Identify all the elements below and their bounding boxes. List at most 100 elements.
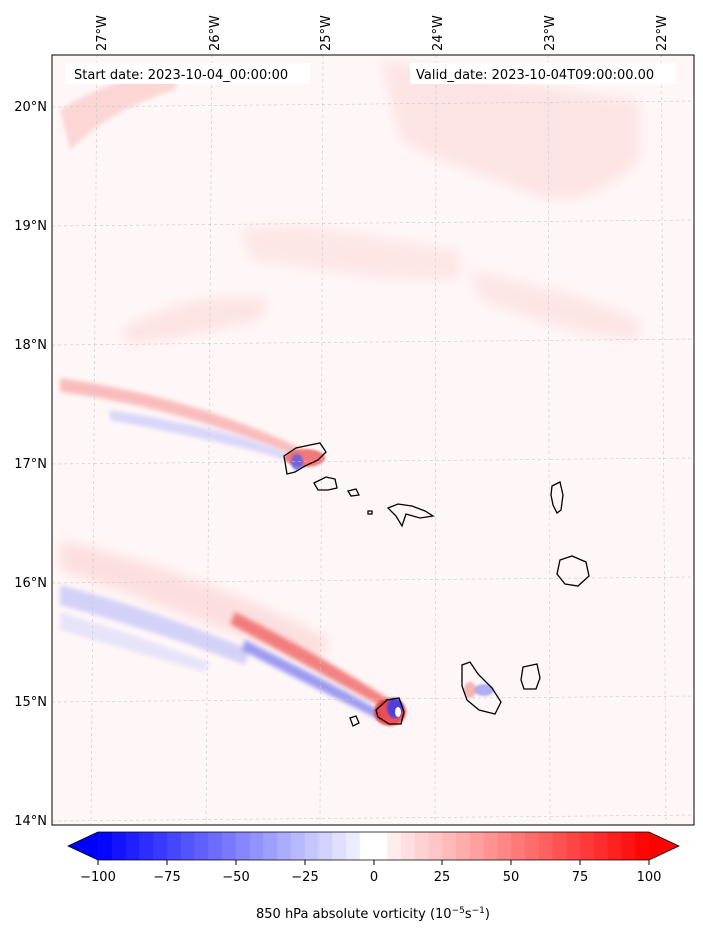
lon-tick-label: 24°W: [431, 15, 446, 51]
colorbar-segment: [401, 832, 416, 860]
colorbar-label: 850 hPa absolute vorticity (10−5s−1): [256, 906, 490, 922]
colorbar-label-main: 850 hPa absolute vorticity (10: [256, 907, 452, 922]
vorticity-core-negative: [474, 684, 494, 696]
colorbar-segments: [98, 832, 650, 860]
colorbar-segment: [332, 832, 347, 860]
island-brava: [349, 715, 360, 727]
gridline-lat: [52, 695, 694, 703]
colorbar-label-end: ): [485, 907, 490, 922]
colorbar-segment: [621, 832, 636, 860]
colorbar-segment: [552, 832, 567, 860]
colorbar-segment: [290, 832, 306, 860]
colorbar: −100 −75 −50 −25 0 25 50 75 100 850 hPa …: [67, 831, 680, 922]
vorticity-band-negative: [60, 585, 250, 665]
colorbar-segment: [525, 832, 540, 860]
colorbar-tick-label: 0: [370, 870, 378, 885]
colorbar-segment: [98, 832, 113, 860]
colorbar-segment: [345, 832, 361, 860]
lat-tick-label: 15°N: [14, 695, 47, 710]
colorbar-ticks: −100 −75 −50 −25 0 25 50 75 100: [80, 860, 661, 885]
vorticity-band-negative: [60, 612, 210, 672]
colorbar-segment: [208, 832, 223, 860]
island-santiago: [461, 661, 502, 715]
island-santa-luzia: [346, 488, 360, 497]
lat-tick-label: 18°N: [14, 338, 47, 353]
colorbar-segment: [593, 832, 609, 860]
colorbar-tick-label: −25: [291, 870, 318, 885]
lat-tick-label: 20°N: [14, 100, 47, 115]
colorbar-segment: [497, 832, 512, 860]
vorticity-band-negative: [110, 410, 290, 460]
gridline-lon: [434, 55, 437, 825]
colorbar-segment: [180, 832, 196, 860]
colorbar-segment: [221, 832, 237, 860]
colorbar-segment: [414, 832, 430, 860]
vorticity-patch: [120, 296, 270, 345]
colorbar-segment: [483, 832, 499, 860]
lon-tick-label: 26°W: [208, 15, 223, 51]
gridline-lon: [660, 55, 667, 825]
colorbar-segment: [442, 832, 457, 860]
lat-tick-label: 19°N: [14, 219, 47, 234]
longitude-ticks: 27°W 26°W 25°W 24°W 23°W 22°W: [95, 15, 670, 51]
vorticity-core-negative: [291, 454, 303, 470]
island-santo-antao: [283, 442, 327, 475]
valid-date-label: Valid_date: 2023-10-04T09:00:00.00: [416, 68, 654, 83]
colorbar-tick-label: 25: [434, 870, 451, 885]
island-sal: [550, 481, 564, 514]
gridlines: [52, 55, 694, 825]
island-boa-vista: [556, 555, 590, 587]
colorbar-segment: [166, 832, 182, 860]
colorbar-segment: [469, 832, 485, 860]
colorbar-segment: [304, 832, 320, 860]
map-panel: Start date: 2023-10-04_00:00:00 Valid_da…: [14, 15, 695, 829]
vorticity-patch: [470, 270, 640, 340]
vorticity-patch: [240, 225, 460, 281]
island-sao-vicente: [313, 476, 338, 491]
colorbar-segment: [511, 832, 526, 860]
colorbar-label-exp1: −5: [452, 906, 465, 916]
gridline-lat: [52, 457, 694, 465]
lat-tick-label: 17°N: [14, 457, 47, 472]
gridline-lat: [52, 814, 694, 822]
colorbar-segment: [538, 832, 554, 860]
colorbar-extend-max: [649, 832, 679, 860]
colorbar-tick-label: 50: [503, 870, 520, 885]
colorbar-tick-label: 100: [637, 870, 662, 885]
vorticity-band-positive: [230, 612, 390, 708]
colorbar-tick-label: −50: [222, 870, 249, 885]
lon-tick-label: 22°W: [655, 15, 670, 51]
lat-tick-label: 16°N: [14, 576, 47, 591]
map-frame: [51, 54, 695, 826]
lon-tick-label: 25°W: [319, 15, 334, 51]
island-raso: [367, 510, 373, 515]
colorbar-segment: [153, 832, 168, 860]
colorbar-label-mid: s: [465, 907, 472, 922]
island-sao-nicolau: [386, 503, 435, 528]
lat-tick-label: 14°N: [14, 814, 47, 829]
colorbar-segment: [359, 832, 375, 860]
colorbar-label-exp2: −1: [472, 906, 485, 916]
colorbar-segment: [111, 832, 127, 860]
colorbar-segment: [235, 832, 251, 860]
colorbar-segment: [263, 832, 278, 860]
vorticity-core-center: [395, 707, 401, 717]
gridline-lat: [52, 338, 694, 346]
colorbar-segment: [428, 832, 443, 860]
vorticity-patch: [380, 60, 640, 200]
colorbar-tick-label: −75: [153, 870, 180, 885]
island-fogo: [375, 697, 405, 725]
gridline-lat: [52, 100, 694, 108]
gridline-lon: [547, 55, 551, 825]
vorticity-patch: [60, 70, 180, 150]
colorbar-segment: [125, 832, 140, 860]
lon-tick-label: 27°W: [95, 15, 110, 51]
colorbar-segment: [566, 832, 581, 860]
colorbar-segment: [139, 832, 154, 860]
colorbar-segment: [277, 832, 292, 860]
colorbar-segment: [249, 832, 264, 860]
lon-tick-label: 23°W: [543, 15, 558, 51]
colorbar-segment: [607, 832, 623, 860]
colorbar-segment: [456, 832, 471, 860]
